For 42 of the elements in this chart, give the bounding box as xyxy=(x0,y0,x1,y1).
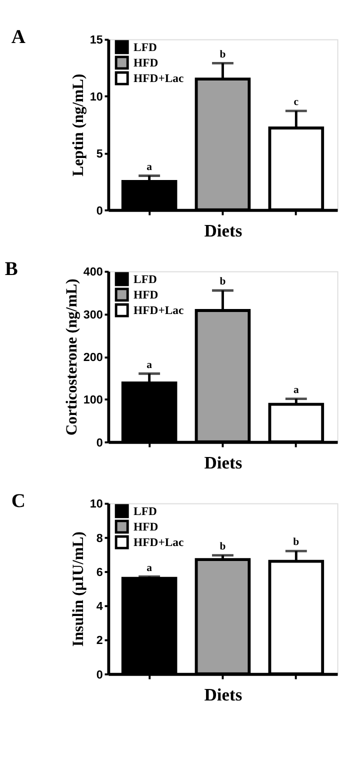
data-label: a xyxy=(146,160,153,173)
y-axis-title: Leptin (ng/mL) xyxy=(70,74,88,176)
data-label: b xyxy=(220,276,226,288)
legend-label: LFD xyxy=(134,504,157,518)
chart-title: A xyxy=(11,27,26,48)
y-tick-label: 300 xyxy=(83,308,104,322)
y-tick-label: 0 xyxy=(96,436,104,450)
legend-label: LFD xyxy=(134,40,157,54)
data-label: b xyxy=(293,536,300,548)
y-tick-label: 15 xyxy=(90,34,104,47)
y-tick-label: 0 xyxy=(96,204,104,218)
y-tick-label: 0 xyxy=(96,668,104,682)
legend-label: HFD xyxy=(134,56,158,70)
y-tick-label: 8 xyxy=(96,532,104,545)
data-label: a xyxy=(146,562,153,574)
data-label: b xyxy=(220,48,226,60)
y-tick-label: 2 xyxy=(96,634,104,648)
data-label: a xyxy=(293,384,300,396)
chart-title: C xyxy=(11,491,26,512)
y-tick-label: 4 xyxy=(96,600,104,614)
y-tick-label: 100 xyxy=(83,394,104,407)
y-tick-label: 200 xyxy=(83,350,104,364)
legend-label: HFD xyxy=(134,288,158,302)
y-tick-label: 10 xyxy=(90,498,104,511)
y-axis-title: Insulin (µIU/mL) xyxy=(70,532,88,647)
y-tick-label: 5 xyxy=(96,147,104,160)
x-axis-title: Diets xyxy=(204,684,242,705)
y-tick-label: 400 xyxy=(83,266,104,279)
data-label: b xyxy=(220,540,226,552)
data-label: c xyxy=(294,96,299,108)
legend-label: LFD xyxy=(134,272,157,286)
x-axis-title: Diets xyxy=(204,220,242,241)
chart-title: B xyxy=(4,259,18,280)
legend-label: HFD+Lac xyxy=(134,536,184,550)
data-label: a xyxy=(146,358,153,371)
legend-label: HFD+Lac xyxy=(134,304,184,318)
y-axis-title: Corticosterone (ng/mL) xyxy=(64,278,80,436)
legend-label: HFD+Lac xyxy=(134,72,184,86)
y-tick-label: 6 xyxy=(96,566,104,579)
legend-label: HFD xyxy=(134,520,158,534)
x-axis-title: Diets xyxy=(204,452,242,473)
y-tick-label: 10 xyxy=(90,90,104,104)
